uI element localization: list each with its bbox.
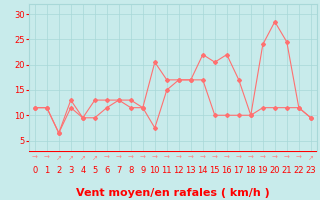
Text: →: → xyxy=(116,155,122,161)
Text: ↗: ↗ xyxy=(308,155,314,161)
Text: 20: 20 xyxy=(269,166,280,175)
Text: →: → xyxy=(44,155,50,161)
Text: 0: 0 xyxy=(32,166,37,175)
Text: →: → xyxy=(176,155,182,161)
Text: →: → xyxy=(260,155,266,161)
Text: 18: 18 xyxy=(245,166,256,175)
Text: 7: 7 xyxy=(116,166,122,175)
Text: →: → xyxy=(104,155,110,161)
Text: 5: 5 xyxy=(92,166,97,175)
Text: 15: 15 xyxy=(210,166,220,175)
Text: →: → xyxy=(284,155,290,161)
Text: 6: 6 xyxy=(104,166,109,175)
Text: 1: 1 xyxy=(44,166,49,175)
Text: 8: 8 xyxy=(128,166,133,175)
Text: →: → xyxy=(248,155,254,161)
Text: 4: 4 xyxy=(80,166,85,175)
Text: 22: 22 xyxy=(293,166,304,175)
Text: ↗: ↗ xyxy=(92,155,98,161)
Text: ↗: ↗ xyxy=(56,155,62,161)
Text: →: → xyxy=(224,155,230,161)
Text: 23: 23 xyxy=(306,166,316,175)
Text: 13: 13 xyxy=(186,166,196,175)
Text: 3: 3 xyxy=(68,166,74,175)
Text: →: → xyxy=(152,155,158,161)
Text: 16: 16 xyxy=(221,166,232,175)
Text: →: → xyxy=(236,155,242,161)
Text: →: → xyxy=(272,155,278,161)
Text: 21: 21 xyxy=(282,166,292,175)
Text: 14: 14 xyxy=(197,166,208,175)
Text: →: → xyxy=(188,155,194,161)
Text: 2: 2 xyxy=(56,166,61,175)
Text: →: → xyxy=(32,155,38,161)
Text: 19: 19 xyxy=(258,166,268,175)
Text: 9: 9 xyxy=(140,166,145,175)
Text: 10: 10 xyxy=(149,166,160,175)
Text: →: → xyxy=(140,155,146,161)
Text: Vent moyen/en rafales ( km/h ): Vent moyen/en rafales ( km/h ) xyxy=(76,188,270,198)
Text: ↗: ↗ xyxy=(80,155,86,161)
Text: 17: 17 xyxy=(234,166,244,175)
Text: 12: 12 xyxy=(173,166,184,175)
Text: →: → xyxy=(164,155,170,161)
Text: 11: 11 xyxy=(162,166,172,175)
Text: →: → xyxy=(128,155,134,161)
Text: →: → xyxy=(212,155,218,161)
Text: ↗: ↗ xyxy=(68,155,74,161)
Text: →: → xyxy=(200,155,206,161)
Text: →: → xyxy=(296,155,302,161)
